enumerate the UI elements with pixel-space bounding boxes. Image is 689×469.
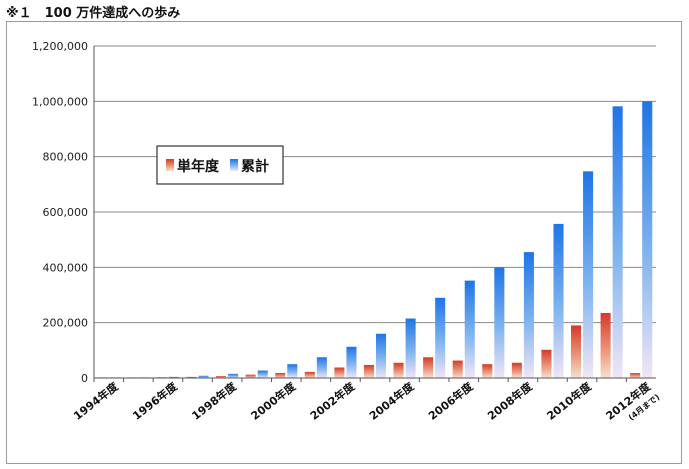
legend-swatch-single-year	[166, 159, 174, 171]
bar-cumulative	[494, 267, 505, 378]
bar-single-year	[393, 362, 404, 378]
legend: 単年度 累計	[156, 145, 284, 185]
y-tick-label: 600,000	[43, 206, 89, 219]
bar-chart: 0 200,000 400,000 600,000 800,000 1,000,000 1,…	[32, 40, 661, 423]
chart-title: ※１ 100 万件達成への歩み	[6, 6, 181, 21]
x-tick-label: 1998年度	[189, 379, 240, 423]
bar-cumulative	[228, 373, 239, 378]
x-tick-label: 2002年度	[307, 379, 358, 423]
x-tick-label: 2004年度	[366, 379, 417, 423]
bar-cumulative	[464, 280, 475, 378]
legend-label-cumulative: 累計	[241, 158, 269, 175]
bar-single-year	[570, 325, 582, 378]
y-tick-label: 200,000	[43, 317, 89, 330]
bar-cumulative	[612, 106, 623, 379]
y-tick-label: 400,000	[43, 261, 89, 274]
bar-single-year	[423, 357, 434, 378]
y-tick-label: 1,200,000	[32, 40, 88, 53]
bar-cumulative	[435, 297, 446, 378]
x-tick-label: 2006年度	[425, 379, 476, 423]
bar-cumulative	[198, 375, 209, 378]
legend-box	[156, 145, 284, 185]
bar-single-year	[452, 360, 463, 378]
bar-single-year	[482, 364, 493, 378]
x-tick-label: 1996年度	[130, 379, 181, 423]
bar-cumulative	[405, 318, 416, 378]
bar-single-year	[541, 349, 552, 378]
bar-cumulative	[168, 376, 180, 378]
y-tick-label: 1,000,000	[32, 95, 88, 108]
bar-cumulative	[346, 346, 357, 378]
bar-cumulative	[523, 252, 534, 378]
bar-cumulative	[642, 101, 653, 378]
bar-single-year	[334, 367, 345, 378]
bar-cumulative	[287, 364, 298, 378]
bar-single-year	[363, 364, 374, 378]
y-tick-label: 800,000	[43, 151, 89, 164]
x-tick-label: 2000年度	[248, 379, 299, 423]
legend-swatch-cumulative	[230, 159, 238, 171]
legend-label-single-year: 単年度	[177, 158, 220, 175]
bar-cumulative	[376, 333, 387, 378]
x-tick-label: 2008年度	[485, 379, 536, 423]
x-tick-label: 2010年度	[544, 379, 595, 423]
bar-single-year	[600, 312, 611, 378]
bar-single-year	[216, 376, 227, 378]
bar-single-year	[304, 371, 315, 378]
bar-single-year	[630, 373, 641, 378]
bar-single-year	[245, 374, 256, 378]
x-tick-label: 1994年度	[71, 379, 122, 423]
bar-cumulative	[316, 357, 327, 378]
bar-cumulative	[583, 171, 594, 378]
bar-single-year	[186, 376, 197, 378]
bar-cumulative	[553, 223, 564, 378]
y-tick-label: 0	[81, 372, 88, 385]
bars-layer	[97, 101, 653, 379]
bar-single-year	[275, 373, 286, 378]
bar-single-year	[511, 362, 522, 378]
chart-frame: 0 200,000 400,000 600,000 800,000 1,000,000 1,…	[6, 21, 682, 464]
bar-cumulative	[257, 370, 268, 378]
